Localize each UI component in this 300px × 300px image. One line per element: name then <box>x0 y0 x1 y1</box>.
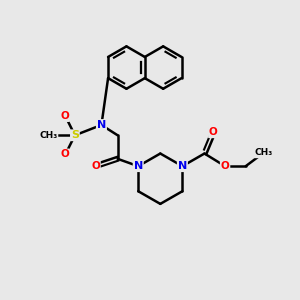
Text: O: O <box>59 111 68 121</box>
Text: CH₃: CH₃ <box>39 131 58 140</box>
Text: O: O <box>59 149 68 159</box>
Text: O: O <box>60 111 69 121</box>
Text: O: O <box>60 149 69 159</box>
Text: N: N <box>134 161 143 171</box>
Text: O: O <box>91 161 100 171</box>
Text: O: O <box>209 127 218 137</box>
Text: O: O <box>221 161 230 171</box>
Text: S: S <box>71 130 79 140</box>
Text: N: N <box>97 120 106 130</box>
Text: CH₃: CH₃ <box>254 148 272 158</box>
Text: N: N <box>178 161 187 171</box>
